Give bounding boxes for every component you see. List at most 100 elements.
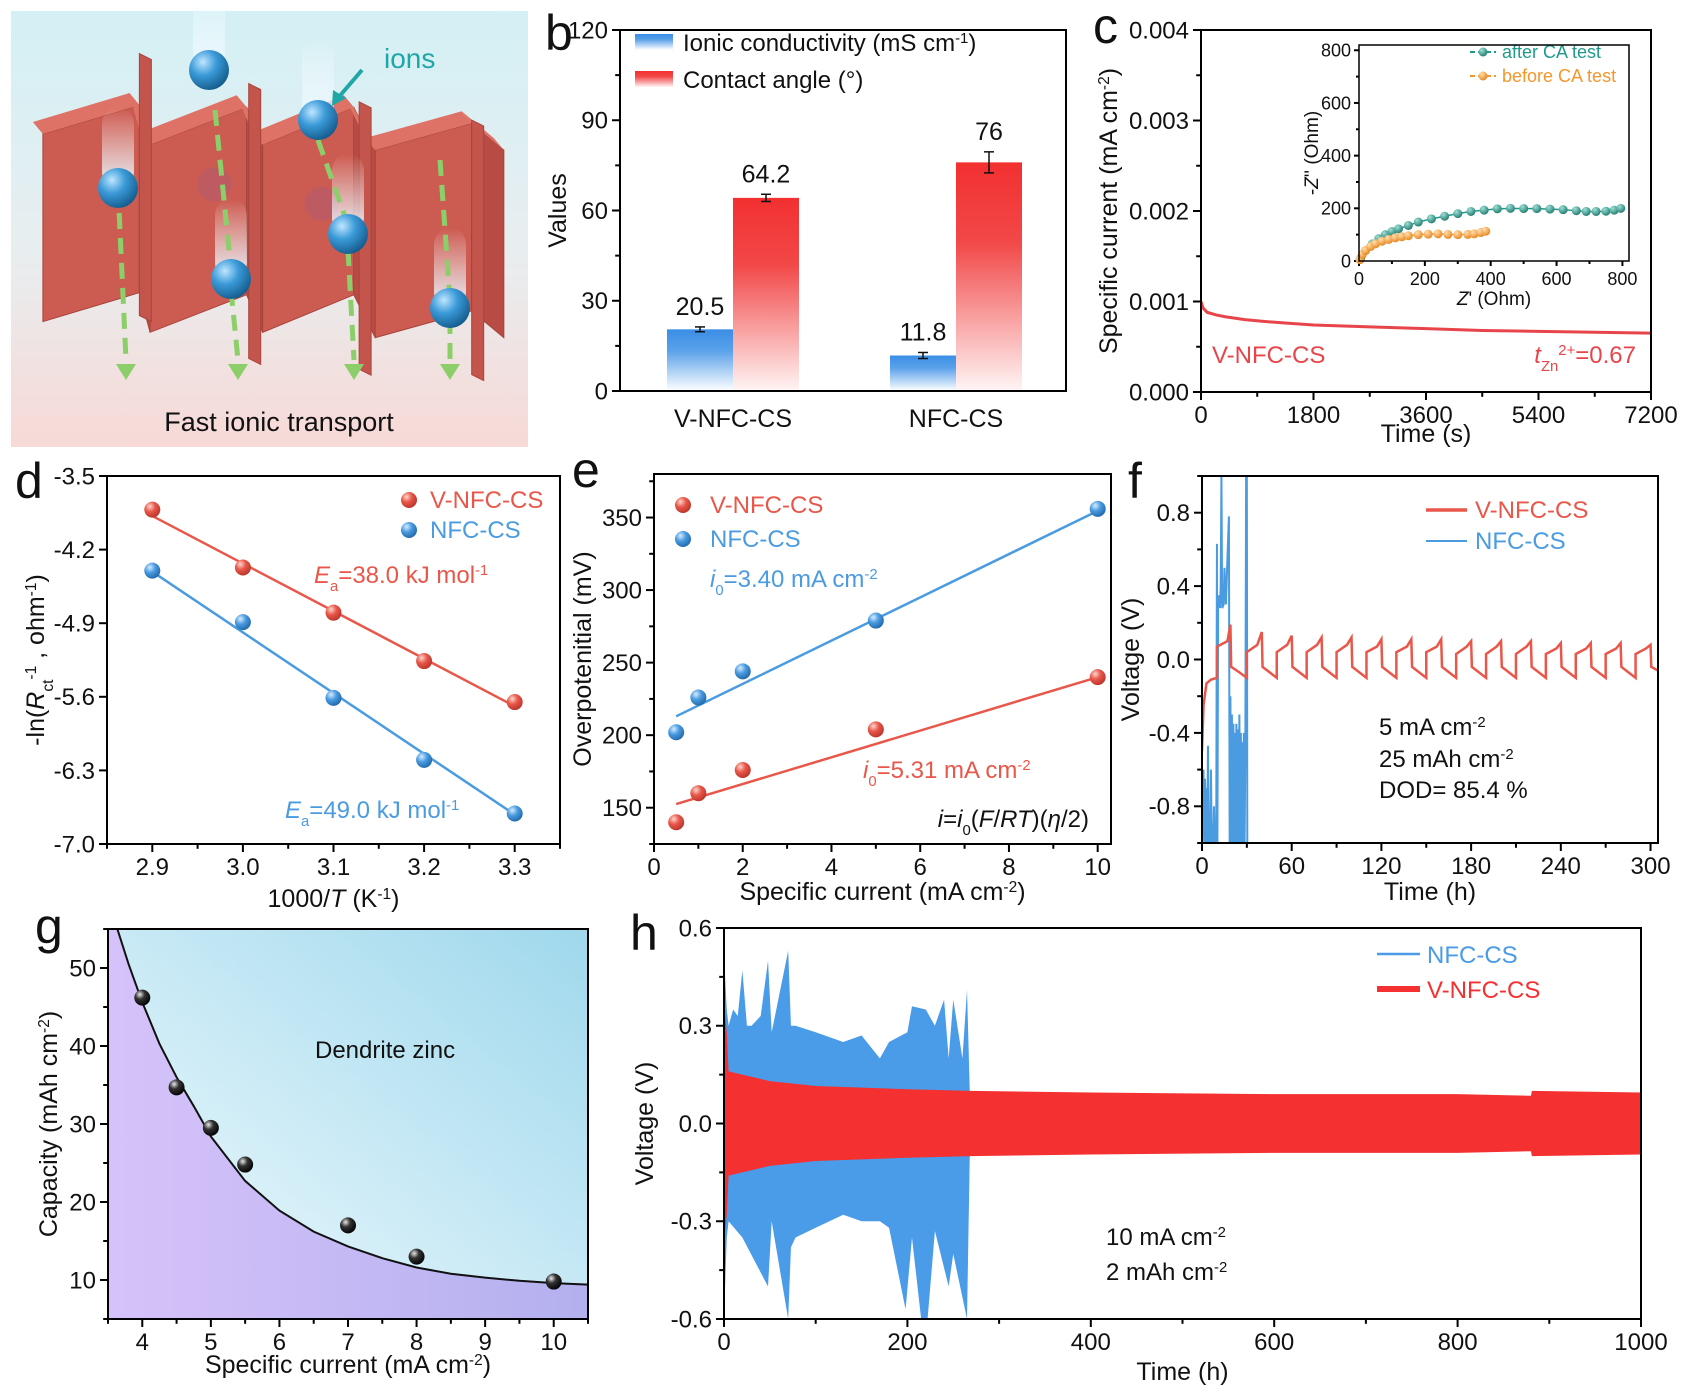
x-tick-label: 7 — [341, 1329, 354, 1356]
data-point — [668, 814, 685, 831]
data-point — [168, 1079, 185, 1096]
x-tick-label: 6 — [273, 1329, 286, 1356]
x-tick-label: 5 — [204, 1329, 217, 1356]
x-tick-label: 400 — [1071, 1329, 1111, 1356]
inset-data-point — [1413, 230, 1423, 240]
data-label: 11.8 — [900, 318, 947, 346]
x-axis-label: Time (h) — [1136, 1358, 1228, 1386]
y-tick-label: 0.0 — [1157, 647, 1190, 674]
transport-dashed-line — [212, 109, 234, 271]
x-tick-label: 3600 — [1399, 402, 1452, 429]
condition-annotation: DOD= 85.4 % — [1379, 777, 1528, 804]
y-tick-label: 0.3 — [679, 1013, 712, 1040]
data-point — [325, 689, 342, 706]
bar-ionic-conductivity — [890, 355, 956, 391]
x-tick-label: 4 — [136, 1329, 149, 1356]
x-tick-label: 800 — [1607, 269, 1637, 289]
legend-marker — [401, 522, 417, 538]
panel-a-illustration: ions Fast ionic transport — [11, 0, 528, 447]
legend-label: V-NFC-CS — [710, 492, 823, 519]
inset-data-point — [1481, 226, 1491, 236]
inset-data-point — [1591, 206, 1601, 216]
y-tick-label: -0.3 — [671, 1209, 712, 1236]
exchange-current-annotation: i0=5.31 mA cm-2 — [863, 757, 1031, 790]
legend-swatch — [635, 71, 673, 87]
material-wall-top — [32, 93, 140, 134]
x-tick-label: 400 — [1476, 269, 1506, 289]
series-annotation: V-NFC-CS — [1212, 342, 1325, 369]
y-tick-label: 250 — [602, 650, 642, 677]
x-axis-label: Z' (Ohm) — [1456, 289, 1531, 310]
arrow-head-icon — [228, 364, 248, 380]
y-tick-label: 0.000 — [1129, 379, 1189, 406]
condition-annotation: 5 mA cm-2 — [1379, 714, 1486, 741]
x-tick-label: 0 — [1194, 402, 1207, 429]
transport-dashed-line — [228, 289, 241, 361]
inset-data-point — [1413, 217, 1423, 227]
y-tick-label: 30 — [581, 288, 608, 315]
inset-data-point — [1453, 230, 1463, 240]
y-tick-label: -3.5 — [54, 463, 95, 490]
material-fin — [248, 82, 262, 366]
legend-swatch — [635, 34, 673, 50]
y-tick-label: 60 — [581, 198, 608, 225]
y-tick-label: 120 — [568, 17, 608, 44]
x-axis-label: Specific current (mA cm-2) — [739, 878, 1025, 906]
y-axis-label: Specific current (mA cm-2) — [1095, 68, 1123, 354]
x-tick-label: 3.3 — [498, 854, 531, 881]
inset-legend-marker — [1478, 47, 1488, 57]
legend-label: NFC-CS — [1475, 528, 1566, 555]
x-tick-label: 10 — [1084, 854, 1111, 881]
data-point — [690, 689, 707, 706]
bar-ionic-conductivity — [667, 329, 733, 391]
data-point — [234, 614, 251, 631]
panel-c-inset: 0 200 400 600 800 0 200 400 600 800 Z' (Ohm) -Z'' (… — [1302, 41, 1637, 310]
condition-annotation: 10 mA cm-2 — [1106, 1224, 1226, 1251]
x-tick-label: 3.2 — [407, 854, 440, 881]
y-tick-label: 0.8 — [1157, 500, 1190, 527]
inset-data-point — [1505, 203, 1515, 213]
inset-data-point — [1581, 206, 1591, 216]
arrow-head-icon — [440, 364, 460, 380]
data-point — [416, 653, 433, 670]
y-tick-label: 200 — [602, 723, 642, 750]
fit-curve — [116, 929, 588, 1286]
x-tick-label: 600 — [1254, 1329, 1294, 1356]
y-tick-label: 30 — [69, 1111, 96, 1138]
inset-data-point — [1479, 205, 1489, 215]
y-tick-label: 10 — [69, 1267, 96, 1294]
inset-data-point — [1571, 206, 1581, 216]
inset-data-point — [1519, 204, 1529, 214]
plot-frame — [723, 927, 1642, 1320]
panel-label-d: d — [15, 453, 43, 509]
data-point — [506, 694, 523, 711]
x-tick-label: 7200 — [1624, 402, 1677, 429]
inset-data-point — [1403, 231, 1413, 241]
y-tick-label: 0.4 — [1157, 574, 1190, 601]
ion-sphere — [298, 100, 338, 140]
y-tick-label: -7.0 — [54, 831, 95, 858]
x-tick-label: 4 — [825, 854, 838, 881]
x-tick-label: 10 — [540, 1329, 567, 1356]
y-tick-label: 300 — [602, 577, 642, 604]
below-curve-region — [108, 929, 588, 1319]
x-axis-label: Time (h) — [1384, 878, 1476, 906]
arrow-head-icon — [344, 364, 364, 380]
panel-e-chart: 0 2 4 6 8 10 150 200 250 300 350 Specific current (… — [569, 473, 1112, 906]
x-tick-label: 60 — [1278, 853, 1305, 880]
callout-arrow-head-icon — [332, 90, 346, 106]
fit-line — [675, 675, 1099, 806]
x-axis-label: Specific current (mA cm-2) — [205, 1351, 491, 1379]
data-point — [1089, 669, 1106, 686]
x-tick-label: 0 — [717, 1329, 730, 1356]
legend-marker — [401, 492, 417, 508]
plot-frame — [1200, 29, 1652, 393]
activation-energy-annotation: Ea=49.0 kJ mol-1 — [285, 797, 459, 830]
panel-label-c: c — [1093, 0, 1118, 54]
data-point — [690, 785, 707, 802]
data-point — [325, 604, 342, 621]
y-tick-label: 0.0 — [679, 1111, 712, 1138]
y-axis-label: Values — [544, 173, 572, 248]
plot-frame — [106, 475, 561, 845]
y-tick-label: 0 — [595, 378, 608, 405]
